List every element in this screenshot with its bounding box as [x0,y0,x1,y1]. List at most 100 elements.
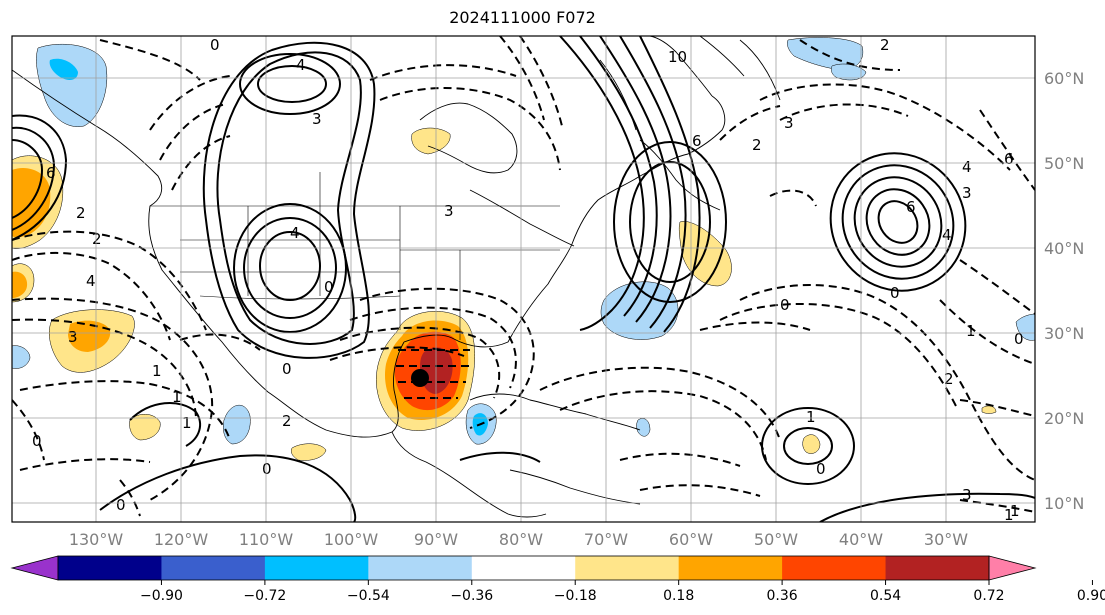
contour-label: 1 [806,408,816,426]
contour-label: 2 [880,36,890,54]
contour-label: 1 [152,362,162,380]
contour-label: 6 [906,198,916,216]
contour-label: 4 [942,226,952,244]
colorbar-segment [885,556,990,580]
colorbar: −0.90 −0.72 −0.54 −0.36 −0.18 0.18 0.36 0.54 0.7… [10,555,1105,604]
colorbar-tick-label: −0.36 [450,588,493,604]
contour-label: 3 [68,328,78,346]
storm-center-marker [411,369,429,387]
map-frame [11,35,1036,523]
colorbar-extend-low [10,555,59,581]
colorbar-segment [678,556,783,580]
colorbar-extend-high [988,555,1037,581]
lon-label: 30°W [924,530,968,549]
contour-label: 2 [92,230,102,248]
warm-anomaly-small-2 [291,443,327,461]
colorbar-tick-label: 0.90 [1077,588,1105,604]
colorbar-segment [264,556,369,580]
colorbar-outline [57,555,990,581]
lon-label: 80°W [499,530,543,549]
contour-label: 0 [324,278,334,296]
lat-label: 30°N [1044,324,1084,343]
lon-label: 90°W [414,530,458,549]
cool-anomaly-mexico-pac [223,405,251,445]
warm-anomaly-pacific-west-core [12,271,28,298]
contour-label: 2 [752,136,762,154]
contour-label: 6 [1004,150,1014,168]
lon-label: 130°W [69,530,124,549]
contour-label: 0 [780,296,790,314]
cool-anomaly-alaska-core [49,58,78,80]
contour-lines [12,36,1035,522]
contour-label: 2 [282,412,292,430]
contour-label: 6 [46,164,56,182]
contour-label: 3 [312,110,322,128]
warm-anomaly-atlantic [678,221,732,287]
warm-anomaly-small-4 [981,405,997,414]
contour-label: 2 [76,204,86,222]
colorbar-segment [575,556,680,580]
colorbar-segment [471,556,576,580]
warm-anomaly-hudson [411,127,451,155]
latitude-labels: 60°N 50°N 40°N 30°N 20°N 10°N [1044,69,1084,513]
warm-anomaly-pacific-sw-core [68,320,111,352]
contour-label: 0 [890,284,900,302]
contour-label: 4 [296,56,306,74]
lon-label: 70°W [584,530,628,549]
contour-label: 4 [86,272,96,290]
colorbar-segment [782,556,887,580]
lon-label: 60°W [669,530,713,549]
lon-label: 40°W [839,530,883,549]
contour-label: 0 [816,460,826,478]
contour-label: 0 [210,36,220,54]
map-title: 2024111000 F072 [449,8,596,27]
contour-label: 0 [262,460,272,478]
contour-label: 1 [1004,506,1014,524]
colorbar-segment [161,556,266,580]
colorbar-segment [58,556,162,580]
lon-label: 120°W [154,530,209,549]
contour-label: 0 [116,496,126,514]
contour-label: 1 [182,414,192,432]
contour-label: 4 [962,158,972,176]
warm-anomaly-small-1 [129,414,161,441]
lat-label: 10°N [1044,494,1084,513]
warm-anomaly-small-3 [802,434,821,454]
contour-label: 1 [1010,502,1020,520]
lat-label: 40°N [1044,239,1084,258]
colorbar-segment [368,556,473,580]
lat-label: 50°N [1044,154,1084,173]
contour-label: 3 [962,486,972,504]
coastlines [12,36,781,518]
longitude-labels: 130°W 120°W 110°W 100°W 90°W 80°W 70°W 6… [69,530,968,549]
contour-label: 3 [962,184,972,202]
gridlines [12,36,1035,522]
lat-label: 20°N [1044,409,1084,428]
colorbar-tick-label: 0.18 [663,588,694,604]
contour-label: 3 [444,202,454,220]
lon-label: 110°W [239,530,294,549]
cool-anomaly-small [636,418,651,437]
contour-label: 1 [172,388,182,406]
lat-label: 60°N [1044,69,1084,88]
contour-label: 2 [944,370,954,388]
lon-label: 100°W [324,530,379,549]
colorbar-tick-label: −0.18 [554,588,597,604]
contour-label: 6 [692,132,702,150]
colorbar-tick-label: 0.36 [767,588,798,604]
colorbar-tick-label: 0.72 [973,588,1004,604]
shading-layer [12,37,1035,461]
contour-label: 0 [282,360,292,378]
colorbar-tick-label: 0.54 [870,588,901,604]
contour-label: 3 [784,114,794,132]
cool-anomaly-west [12,345,31,369]
contour-label: 10 [668,48,687,66]
contour-label: 4 [290,224,300,242]
colorbar-tick-label: −0.72 [243,588,286,604]
contour-label: 1 [966,322,976,340]
contour-label: 0 [32,432,42,450]
colorbar-tick-label: −0.90 [140,588,183,604]
contour-label: 0 [1014,330,1024,348]
contour-label-layer: 0 4 3 4 2 6 2 4 3 0 1 1 2 0 0 0 1 0 3 10… [32,36,1024,524]
